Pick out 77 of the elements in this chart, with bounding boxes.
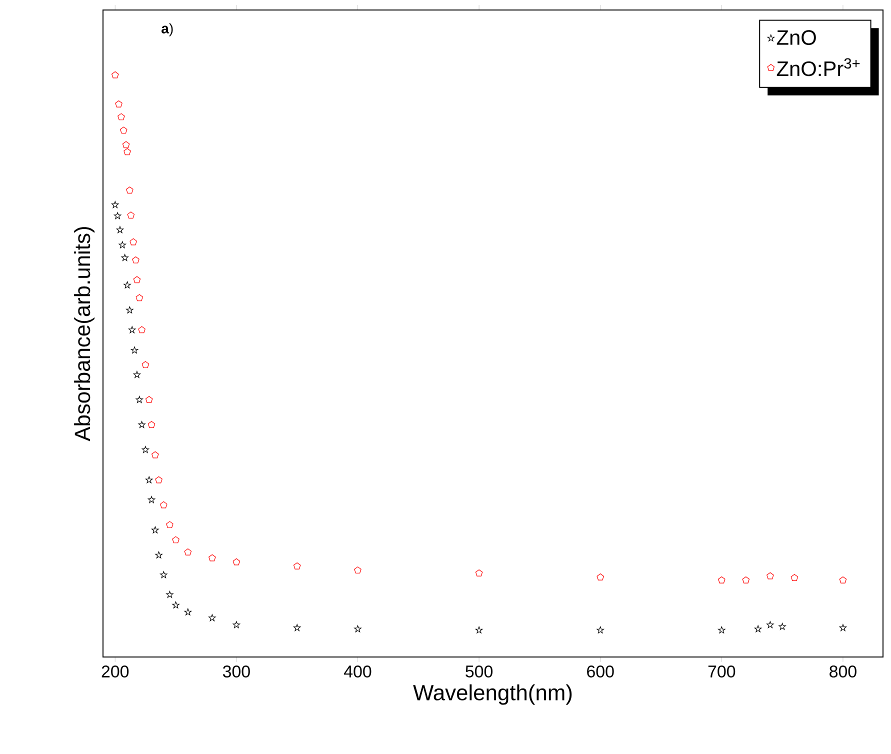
point [766,572,774,580]
point [475,626,483,634]
legend-label: ZnO:Pr$^{3+}$ [776,58,860,76]
point [152,451,159,458]
point [142,446,150,453]
point [136,294,144,302]
x-tick-label: 300 [222,666,250,678]
point [293,562,301,570]
point [839,576,847,584]
x-tick-label: 400 [344,666,372,678]
point [138,421,146,428]
point [354,625,362,632]
text: a) [162,23,173,36]
x-tick-label: 200 [102,666,129,678]
point [184,608,192,616]
point [145,396,153,403]
point [118,113,125,120]
point [132,256,140,264]
legend-label: ZnO [776,30,816,45]
point [232,621,240,628]
point [778,622,786,630]
point [148,496,156,504]
x-tick-label: 800 [830,666,856,678]
point [293,624,301,632]
point [596,626,604,634]
point [166,590,174,598]
point [133,276,141,284]
point [160,571,168,578]
point [718,576,726,584]
point [742,576,750,584]
point [208,554,216,562]
x-tick-label: 600 [587,666,614,678]
x-axis-title: Wavelength(nm) [413,684,572,705]
point [155,476,162,484]
point [155,551,162,558]
point [116,226,124,234]
point [130,346,138,354]
point [115,100,122,108]
point [126,306,134,314]
point [754,625,762,632]
point [127,212,135,219]
point [112,71,119,78]
point [133,371,141,378]
point [122,141,130,148]
point [160,501,168,508]
x-tick-label: 500 [466,666,493,678]
point [138,326,146,334]
point [166,521,174,528]
point [145,476,153,484]
point [232,558,240,566]
point [124,148,131,156]
point [142,361,150,368]
point [112,201,119,208]
point [475,569,483,576]
point [790,574,798,581]
point [136,396,144,403]
point [172,536,180,544]
point [114,212,122,220]
point [120,126,128,134]
point [152,526,159,534]
point [354,566,362,574]
y-axis-title: Absorbance(arb.units) [74,227,94,442]
point [148,421,156,428]
point [128,326,136,334]
x-tick-label: 700 [708,666,736,678]
point [208,614,216,622]
point [596,574,604,580]
point [172,601,180,608]
point [184,548,192,556]
point [124,281,131,288]
point [121,254,128,261]
point [839,624,847,632]
point [718,626,726,634]
point [118,241,126,248]
point [130,238,137,246]
point [766,621,774,628]
point [126,186,134,194]
